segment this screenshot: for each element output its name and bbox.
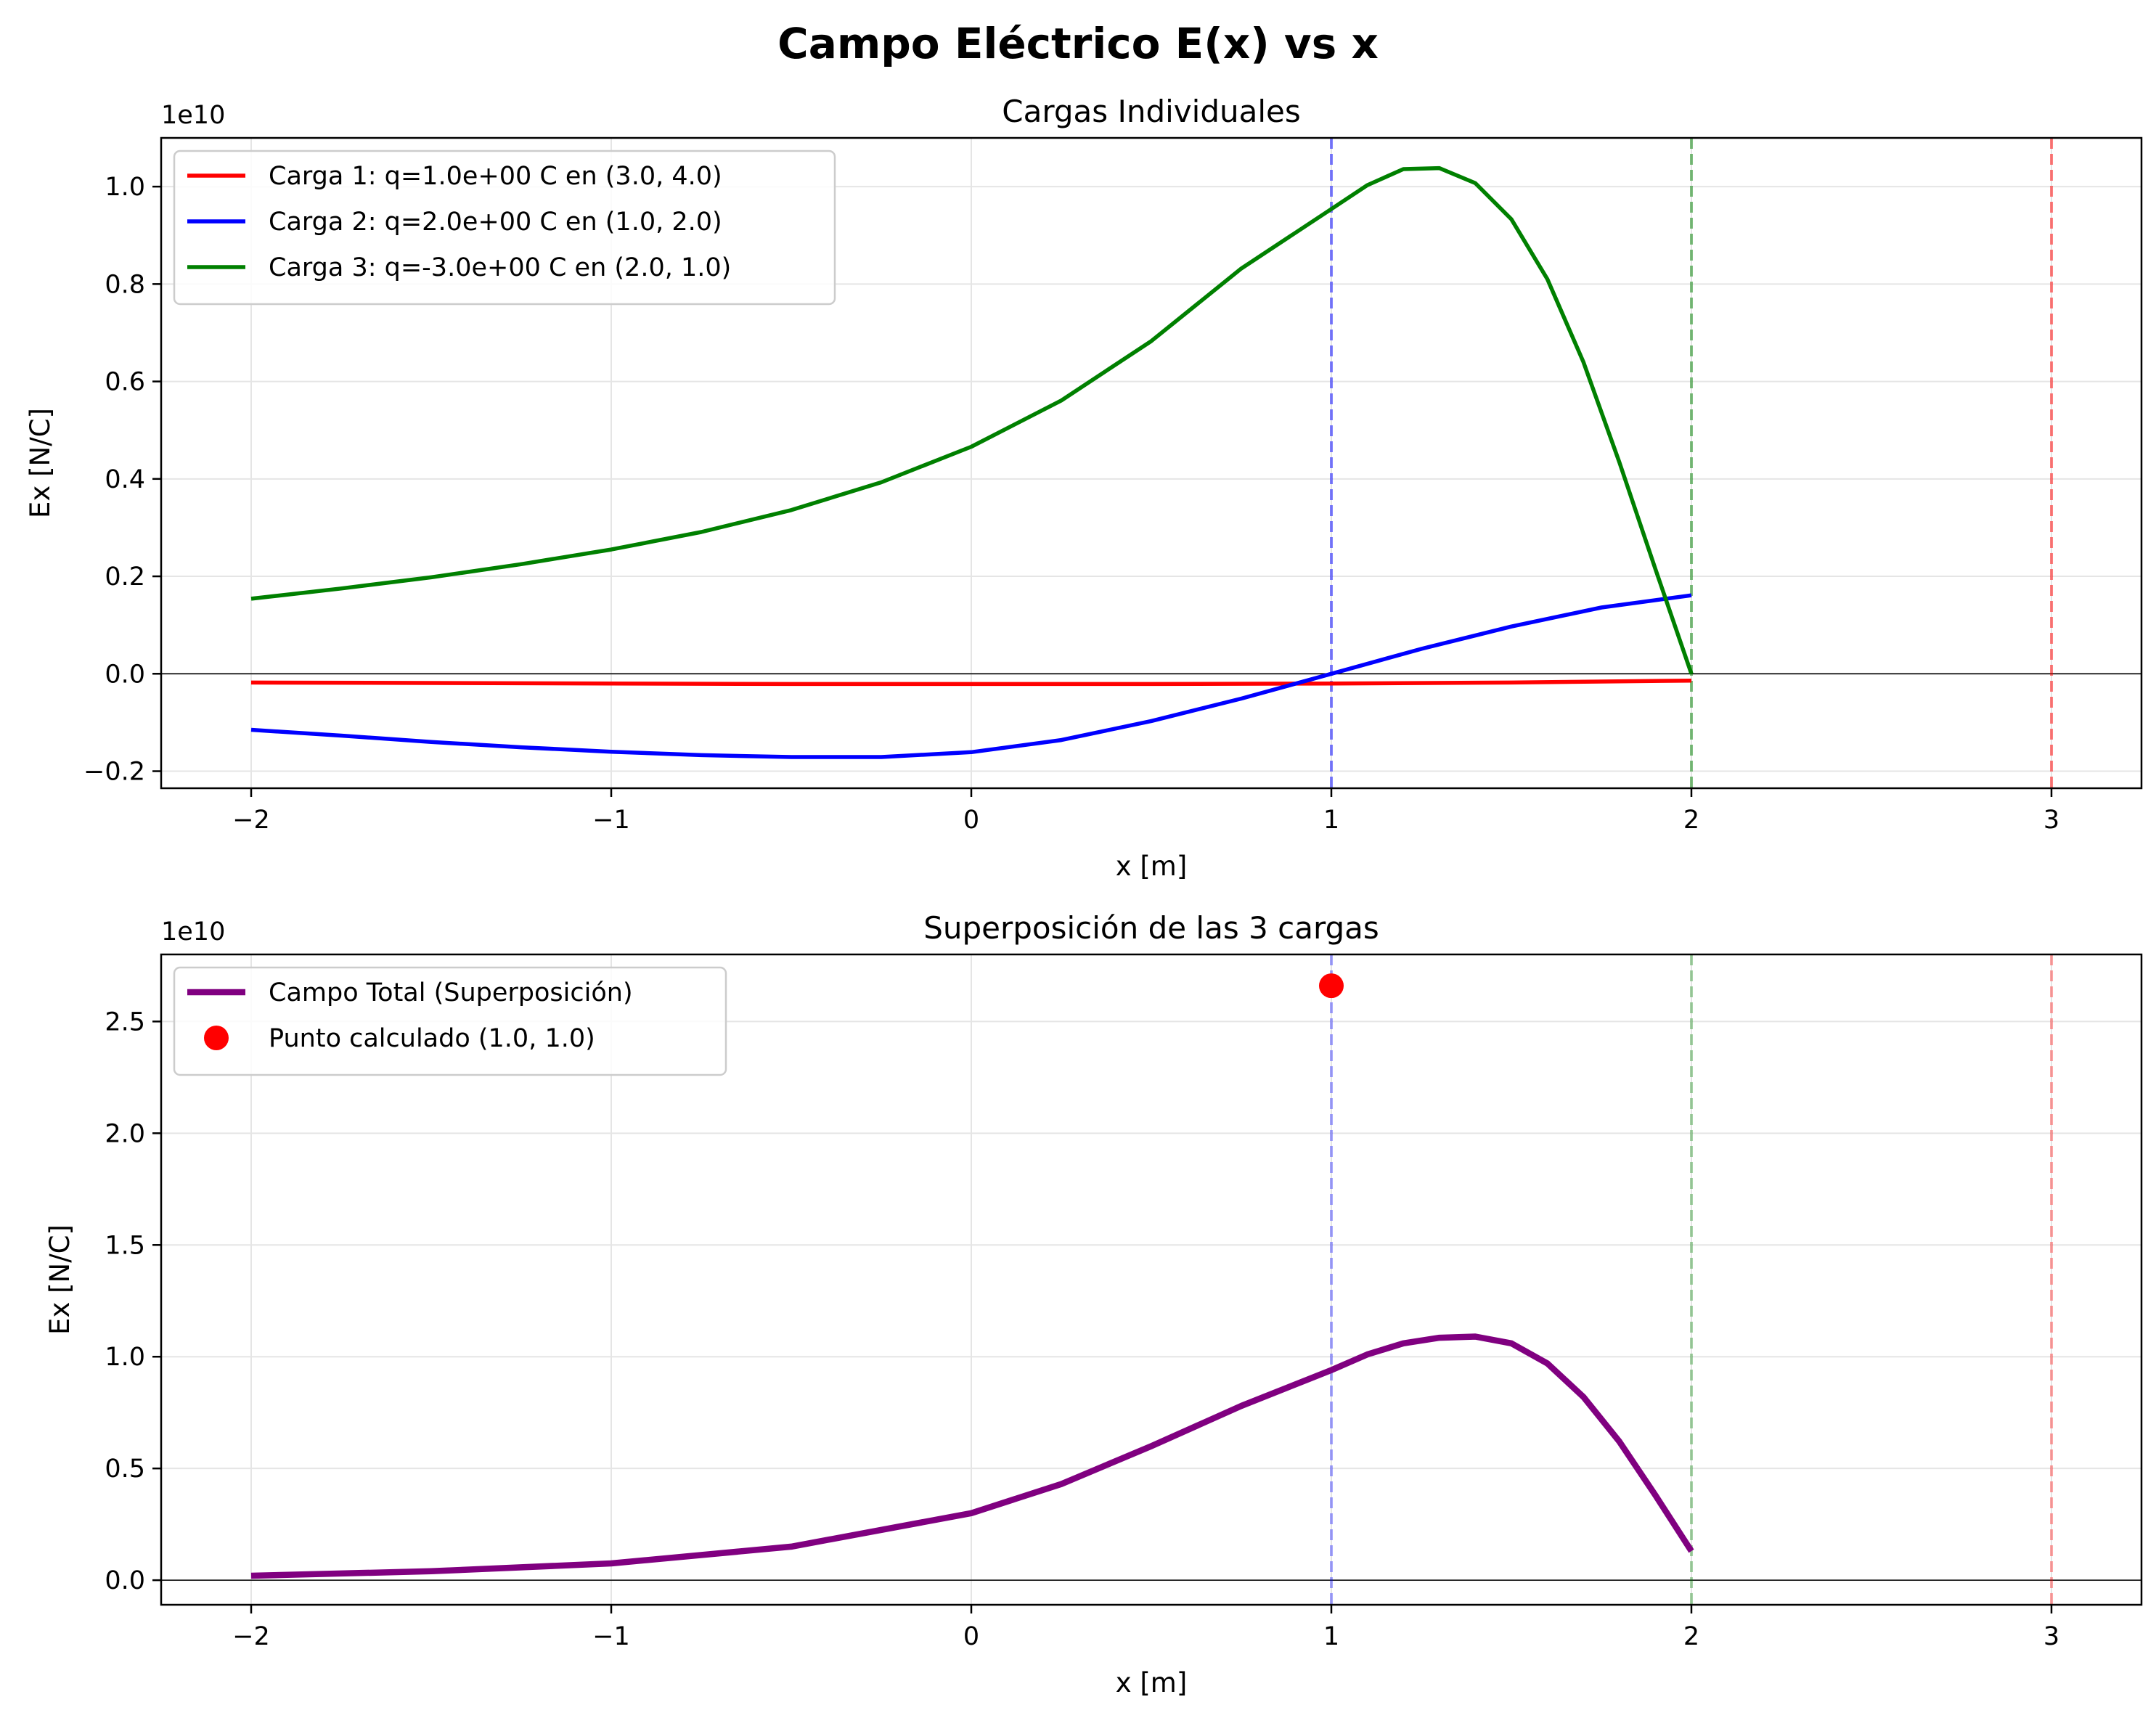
legend-point-swatch	[204, 1026, 229, 1050]
calculated-point	[1319, 973, 1344, 999]
legend-label: Punto calculado (1.0, 1.0)	[269, 1024, 595, 1053]
y-tick-label: 2.0	[105, 1119, 145, 1148]
x-tick-label: −1	[592, 806, 630, 835]
x-tick-label: −1	[592, 1622, 630, 1651]
legend-label: Carga 2: q=2.0e+00 C en (1.0, 2.0)	[269, 208, 722, 237]
y-tick-label: 1.5	[105, 1231, 145, 1260]
y-tick-label: 2.5	[105, 1007, 145, 1036]
subplot-superposicion: −2 −1 0 1 2 3 0.0 0.5 1.0 1.5 2.0 2.5 Superposición …	[44, 910, 2143, 1698]
x-axis-label: x [m]	[1116, 1667, 1188, 1698]
y-axis-label: Ex [N/C]	[44, 1224, 75, 1335]
series-line-1	[250, 1333, 1694, 1579]
axes-frame	[160, 136, 2143, 790]
x-tick-label: −2	[232, 806, 270, 835]
y-offset-label: 1e10	[161, 101, 225, 130]
axes-frame	[160, 953, 2143, 1606]
x-tick-label: 2	[1683, 1622, 1699, 1651]
legend: Carga 1: q=1.0e+00 C en (3.0, 4.0) Carga …	[173, 150, 836, 306]
x-tick-label: 2	[1683, 806, 1699, 835]
y-tick-label: 1.0	[105, 1343, 145, 1372]
series-line-1	[250, 678, 1692, 687]
y-axis-label: Ex [N/C]	[25, 408, 56, 518]
y-offset-label: 1e10	[161, 917, 225, 946]
y-tick-label: 0.4	[105, 465, 145, 494]
y-tick-label: −0.2	[83, 758, 145, 787]
y-tick-label: 0.6	[105, 368, 145, 397]
x-tick-label: 1	[1323, 806, 1339, 835]
y-tick-label: 0.5	[105, 1455, 145, 1484]
y-tick-label: 0.0	[105, 1566, 145, 1595]
subplot-title: Cargas Individuales	[1002, 94, 1301, 129]
legend-label: Carga 1: q=1.0e+00 C en (3.0, 4.0)	[269, 162, 722, 191]
y-tick-label: 1.0	[105, 173, 145, 202]
y-tick-label: 0.0	[105, 660, 145, 689]
x-tick-label: 0	[963, 1622, 979, 1651]
plot-area	[161, 138, 2141, 788]
x-tick-label: −2	[232, 1622, 270, 1651]
legend-box	[173, 150, 836, 306]
x-axis-label: x [m]	[1116, 851, 1188, 882]
series-line-3	[250, 165, 1694, 675]
subplot-title: Superposición de las 3 cargas	[923, 910, 1379, 946]
x-tick-label: 0	[963, 806, 979, 835]
x-tick-label: 3	[2043, 1622, 2059, 1651]
legend-box	[173, 966, 727, 1076]
y-tick-label: 0.8	[105, 270, 145, 299]
legend-label: Campo Total (Superposición)	[269, 978, 633, 1007]
figure-title: Campo Eléctrico E(x) vs x	[777, 19, 1379, 68]
x-tick-label: 3	[2043, 806, 2059, 835]
plot-area	[161, 954, 2141, 1605]
legend-label: Carga 3: q=-3.0e+00 C en (2.0, 1.0)	[269, 253, 731, 282]
legend: Campo Total (Superposición) Punto calcula…	[173, 966, 727, 1076]
series-line-2	[250, 593, 1692, 759]
x-tick-label: 1	[1323, 1622, 1339, 1651]
subplot-cargas-individuales: −2 −1 0 1 2 3 −0.2 0.0 0.2 0.4 0.6 0.8 1.0 Cargas Ind…	[25, 94, 2143, 882]
y-tick-label: 0.2	[105, 563, 145, 592]
